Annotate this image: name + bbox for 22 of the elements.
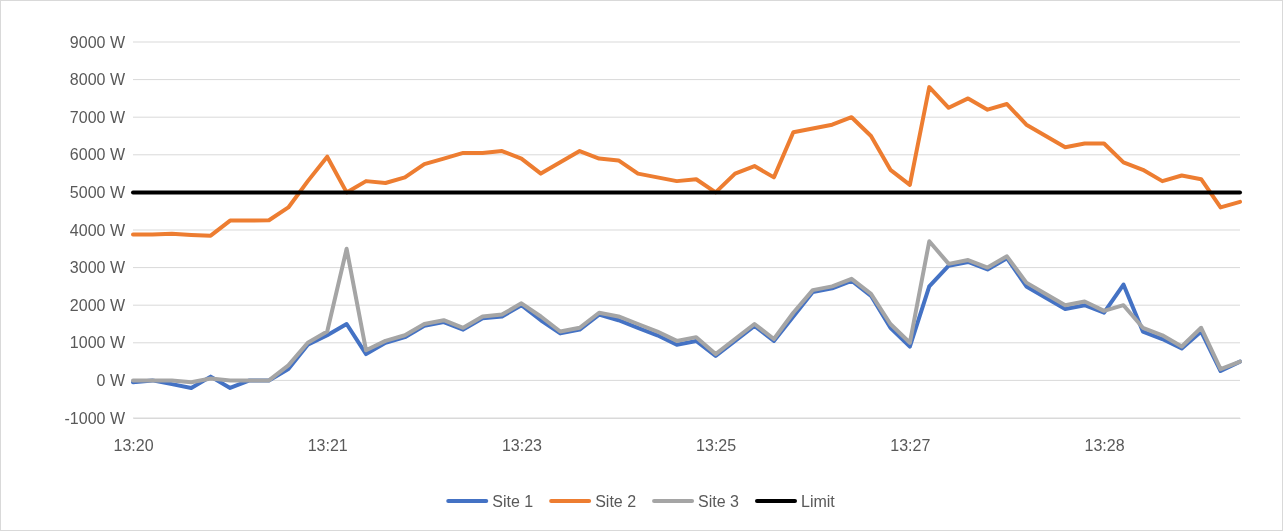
y-tick-label: 8000 W — [69, 71, 126, 89]
y-tick-label: 9000 W — [69, 33, 126, 51]
y-tick-label: 4000 W — [69, 221, 126, 239]
y-tick-label: 3000 W — [69, 259, 126, 277]
y-tick-label: 2000 W — [69, 296, 126, 314]
line-series — [131, 85, 1242, 238]
y-tick-label: 1000 W — [69, 334, 126, 352]
x-tick-label: 13:28 — [1084, 437, 1125, 455]
y-tick-label: -1000 W — [64, 409, 126, 427]
x-tick-label: 13:21 — [307, 437, 348, 455]
y-tick-label: 0 W — [96, 372, 126, 390]
y-tick-label: 7000 W — [69, 108, 126, 126]
y-tick-label: 5000 W — [69, 184, 126, 202]
x-tick-label: 13:20 — [113, 437, 154, 455]
y-tick-label: 6000 W — [69, 146, 126, 164]
x-tick-label: 13:27 — [890, 437, 931, 455]
x-tick-label: 13:25 — [696, 437, 737, 455]
legend-label: Site 2 — [595, 493, 637, 510]
x-tick-label: 13:23 — [501, 437, 543, 455]
legend-label: Site 3 — [698, 493, 740, 510]
legend-label: Limit — [800, 493, 836, 510]
legend-label: Site 1 — [492, 493, 534, 510]
